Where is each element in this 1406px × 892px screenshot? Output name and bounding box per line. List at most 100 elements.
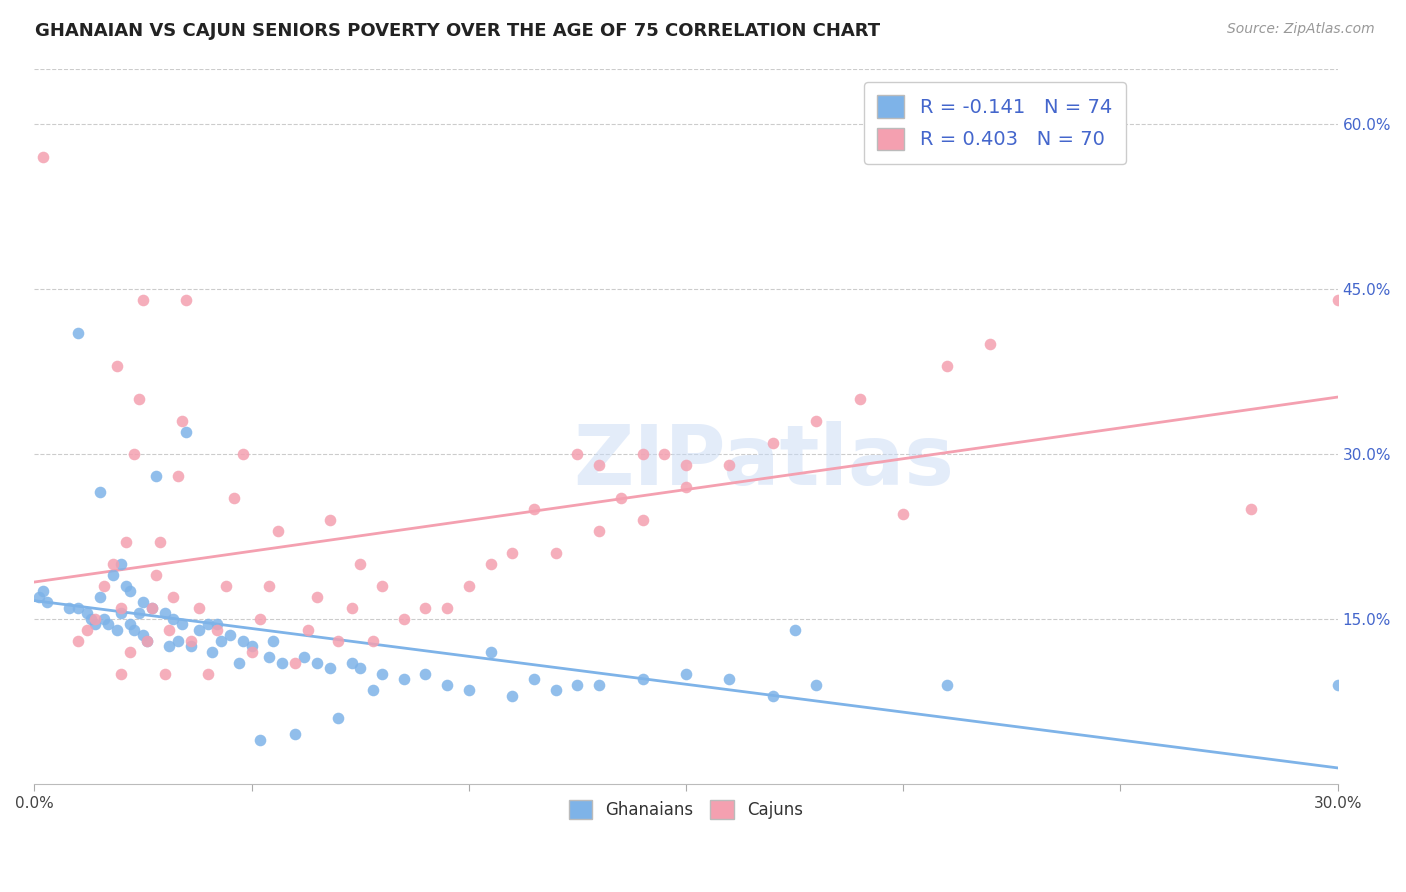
Point xyxy=(124,623,146,637)
Point xyxy=(479,645,502,659)
Point xyxy=(162,590,184,604)
Point xyxy=(141,600,163,615)
Point xyxy=(762,435,785,450)
Point xyxy=(762,689,785,703)
Point xyxy=(232,633,254,648)
Point xyxy=(240,639,263,653)
Point xyxy=(32,150,55,164)
Point xyxy=(28,590,51,604)
Point xyxy=(305,656,328,670)
Point xyxy=(319,513,342,527)
Point xyxy=(262,633,284,648)
Point xyxy=(567,678,589,692)
Point xyxy=(297,623,319,637)
Point xyxy=(153,606,176,620)
Point xyxy=(340,656,363,670)
Point xyxy=(544,546,567,560)
Point xyxy=(610,491,633,505)
Point xyxy=(172,617,194,632)
Point xyxy=(197,617,219,632)
Point xyxy=(89,590,111,604)
Point xyxy=(141,600,163,615)
Point xyxy=(588,524,610,538)
Point xyxy=(118,645,141,659)
Point xyxy=(631,447,654,461)
Point xyxy=(479,557,502,571)
Point xyxy=(124,447,146,461)
Point xyxy=(631,672,654,686)
Point xyxy=(305,590,328,604)
Point xyxy=(180,639,202,653)
Text: ZIPatlas: ZIPatlas xyxy=(574,421,955,502)
Point xyxy=(523,672,546,686)
Point xyxy=(415,666,437,681)
Point xyxy=(172,414,194,428)
Point xyxy=(145,468,167,483)
Point xyxy=(157,623,180,637)
Point xyxy=(935,359,957,373)
Point xyxy=(284,656,307,670)
Point xyxy=(266,524,288,538)
Point xyxy=(349,661,371,675)
Point xyxy=(349,557,371,571)
Point xyxy=(457,579,479,593)
Point xyxy=(218,628,240,642)
Point xyxy=(149,534,172,549)
Point xyxy=(205,617,228,632)
Point xyxy=(257,650,280,665)
Point xyxy=(110,606,132,620)
Point xyxy=(1326,293,1348,307)
Point xyxy=(105,359,128,373)
Point xyxy=(209,633,232,648)
Point xyxy=(76,623,98,637)
Point xyxy=(132,628,155,642)
Point xyxy=(257,579,280,593)
Point xyxy=(232,447,254,461)
Point xyxy=(806,414,828,428)
Point xyxy=(110,557,132,571)
Point xyxy=(84,617,107,632)
Point xyxy=(58,600,80,615)
Point xyxy=(891,507,914,521)
Point xyxy=(66,326,89,340)
Point xyxy=(361,683,384,698)
Point xyxy=(205,623,228,637)
Point xyxy=(436,678,458,692)
Point xyxy=(328,633,350,648)
Point xyxy=(101,557,124,571)
Point xyxy=(675,666,697,681)
Point xyxy=(93,579,115,593)
Point xyxy=(118,584,141,599)
Point xyxy=(66,600,89,615)
Point xyxy=(718,672,741,686)
Point xyxy=(675,458,697,472)
Point xyxy=(136,633,159,648)
Point xyxy=(588,678,610,692)
Point xyxy=(224,491,246,505)
Point xyxy=(501,689,523,703)
Point xyxy=(145,567,167,582)
Point xyxy=(37,595,59,609)
Point xyxy=(118,617,141,632)
Point xyxy=(110,600,132,615)
Point xyxy=(188,623,211,637)
Point xyxy=(132,595,155,609)
Point xyxy=(292,650,315,665)
Point xyxy=(105,623,128,637)
Point xyxy=(806,678,828,692)
Point xyxy=(436,600,458,615)
Text: Source: ZipAtlas.com: Source: ZipAtlas.com xyxy=(1227,22,1375,37)
Point xyxy=(1240,501,1263,516)
Point xyxy=(166,468,188,483)
Point xyxy=(783,623,806,637)
Point xyxy=(249,732,271,747)
Point xyxy=(371,666,394,681)
Point xyxy=(214,579,236,593)
Point xyxy=(371,579,394,593)
Point xyxy=(97,617,120,632)
Point xyxy=(110,666,132,681)
Point xyxy=(162,612,184,626)
Point xyxy=(89,485,111,500)
Point xyxy=(392,612,415,626)
Point xyxy=(631,513,654,527)
